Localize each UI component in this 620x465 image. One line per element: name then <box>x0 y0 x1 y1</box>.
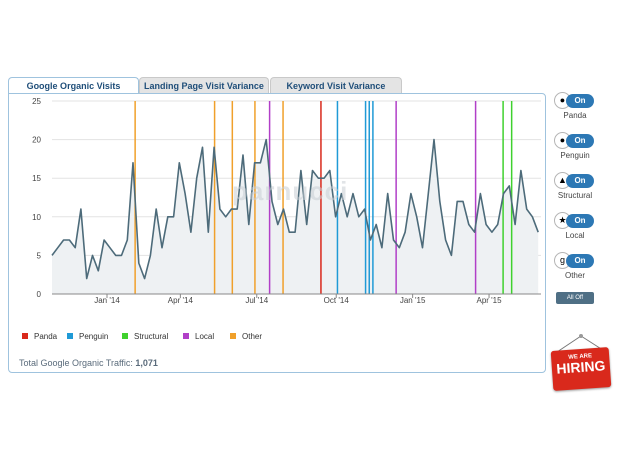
structural-on-switch[interactable]: On <box>566 174 594 188</box>
y-tick-label: 5 <box>37 251 42 260</box>
legend-swatch-structural <box>122 333 128 339</box>
legend-label: Other <box>242 332 263 341</box>
watermark: parnucci <box>232 176 349 206</box>
legend-item-structural[interactable]: Structural <box>122 332 168 341</box>
legend-swatch-local <box>183 333 189 339</box>
series-area-fill <box>52 139 539 294</box>
x-tick-label: Jan '15 <box>400 296 426 305</box>
legend-item-local[interactable]: Local <box>183 332 214 341</box>
legend-item-panda[interactable]: Panda <box>22 332 57 341</box>
legend-item-penguin[interactable]: Penguin <box>67 332 108 341</box>
toggle-label: Panda <box>563 111 587 120</box>
total-traffic: Total Google Organic Traffic: 1,071 <box>19 358 158 368</box>
legend-label: Structural <box>134 332 169 341</box>
x-tick-label: Oct '14 <box>324 296 350 305</box>
y-tick-label: 10 <box>32 213 41 222</box>
y-tick-label: 25 <box>32 97 41 106</box>
toggle-label: Other <box>564 271 585 280</box>
x-tick-label: Apr '14 <box>168 296 194 305</box>
y-tick-label: 0 <box>37 290 42 299</box>
x-tick-label: Apr '15 <box>476 296 502 305</box>
local-on-switch[interactable]: On <box>566 214 594 228</box>
tab-google-organic-visits[interactable]: Google Organic Visits <box>8 77 139 94</box>
toggle-label: Structural <box>557 191 593 200</box>
series-line[interactable] <box>51 138 539 280</box>
y-tick-label: 20 <box>32 136 41 145</box>
legend-swatch-other <box>230 333 236 339</box>
total-traffic-label: Total Google Organic Traffic: <box>19 358 133 368</box>
legend-item-other[interactable]: Other <box>230 332 262 341</box>
hiring-sign: WE ARE HIRING <box>550 347 612 391</box>
toggle-label: Penguin <box>560 151 590 160</box>
hiring-line2: HIRING <box>555 357 606 377</box>
legend-label: Panda <box>34 332 58 341</box>
toggle-label: Local <box>565 231 585 240</box>
legend-label: Local <box>195 332 215 341</box>
x-tick-label: Jul '14 <box>245 296 268 305</box>
legend-swatch-panda <box>22 333 28 339</box>
legend-label: Penguin <box>79 332 109 341</box>
tab-landing-page-visit-variance[interactable]: Landing Page Visit Variance <box>139 77 269 93</box>
all-off-button[interactable]: All Off <box>556 292 594 304</box>
total-traffic-value: 1,071 <box>135 358 158 368</box>
penguin-on-switch[interactable]: On <box>566 134 594 148</box>
x-tick-label: Jan '14 <box>94 296 120 305</box>
tab-keyword-visit-variance[interactable]: Keyword Visit Variance <box>270 77 402 93</box>
y-tick-label: 15 <box>32 174 41 183</box>
other-on-switch[interactable]: On <box>566 254 594 268</box>
legend-swatch-penguin <box>67 333 73 339</box>
panda-on-switch[interactable]: On <box>566 94 594 108</box>
